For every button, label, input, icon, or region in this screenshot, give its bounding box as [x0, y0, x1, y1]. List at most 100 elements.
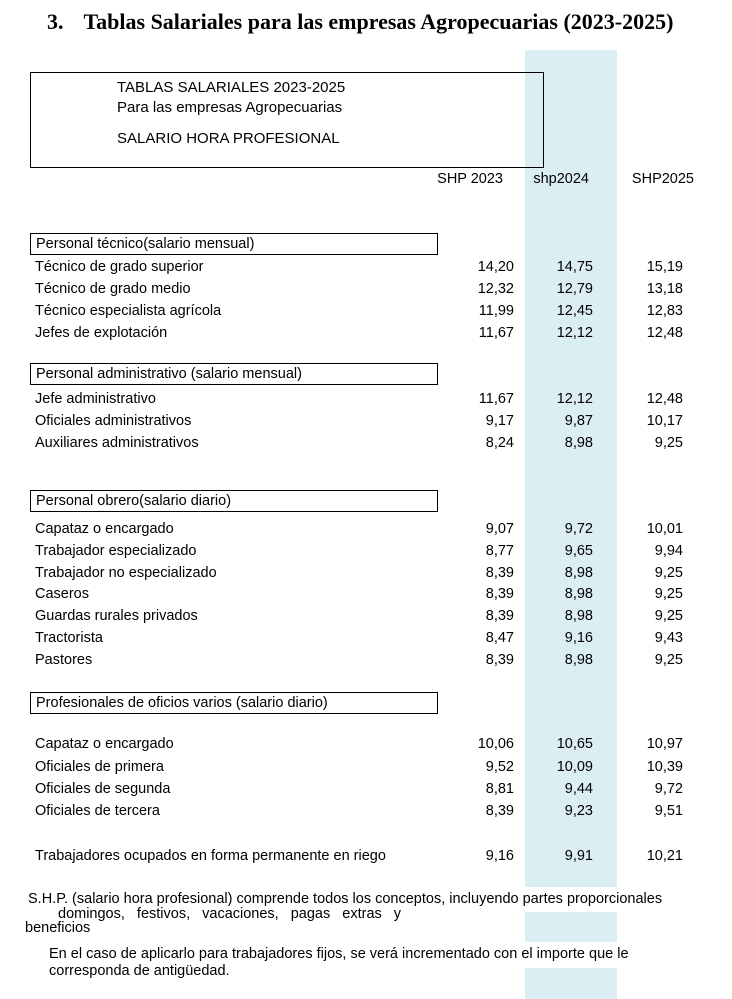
footnote-line2: domingos, festivos, vacaciones, pagas ex…: [58, 906, 402, 922]
row-label: Técnico especialista agrícola: [35, 303, 222, 319]
section-header-box: Personal administrativo (salario mensual…: [30, 363, 438, 385]
table-row: Trabajador no especializado 8,39 8,98 9,…: [0, 564, 732, 582]
table-row: Técnico de grado superior 14,20 14,75 15…: [0, 258, 732, 276]
column-header-shp2025: SHP2025: [631, 171, 694, 187]
value-shp2023: 9,16: [485, 848, 514, 864]
value-shp2023: 9,17: [485, 413, 514, 429]
table-row: Tractorista 8,47 9,16 9,43: [0, 629, 732, 647]
value-shp2024: 8,98: [564, 435, 593, 451]
value-shp2024: 9,44: [564, 781, 593, 797]
value-shp2025: 13,18: [646, 281, 683, 297]
value-shp2024: 9,72: [564, 521, 593, 537]
header-box-line2: Para las empresas Agropecuarias: [117, 99, 343, 116]
table-row: Oficiales de segunda 8,81 9,44 9,72: [0, 780, 732, 798]
column-header-row: SHP 2023 shp2024 SHP2025: [0, 170, 732, 188]
row-label: Trabajador especializado: [35, 543, 197, 559]
row-label: Técnico de grado superior: [35, 259, 204, 275]
value-shp2023: 8,77: [485, 543, 514, 559]
value-shp2025: 10,39: [646, 759, 683, 775]
value-shp2025: 15,19: [646, 259, 683, 275]
table-row: Jefes de explotación 11,67 12,12 12,48: [0, 324, 732, 342]
value-shp2024: 9,23: [564, 803, 593, 819]
row-label: Trabajadores ocupados en forma permanent…: [35, 848, 386, 864]
header-box: TABLAS SALARIALES 2023-2025 Para las emp…: [30, 72, 544, 168]
value-shp2023: 11,99: [478, 303, 514, 319]
value-shp2024: 10,09: [556, 759, 593, 775]
value-shp2023: 9,52: [485, 759, 514, 775]
value-shp2025: 10,97: [646, 736, 683, 752]
value-shp2024: 10,65: [556, 736, 593, 752]
value-shp2024: 8,98: [564, 652, 593, 668]
value-shp2025: 10,17: [646, 413, 683, 429]
value-shp2024: 14,75: [556, 259, 593, 275]
value-shp2025: 9,94: [654, 543, 683, 559]
page-title-text: Tablas Salariales para las empresas Agro…: [83, 9, 674, 34]
footnote-line1: S.H.P. (salario hora profesional) compre…: [0, 887, 732, 912]
table-row: Caseros 8,39 8,98 9,25: [0, 585, 732, 603]
column-header-shp2023: SHP 2023: [437, 171, 503, 187]
table-row: Capataz o encargado 9,07 9,72 10,01: [0, 520, 732, 538]
row-label: Capataz o encargado: [35, 521, 174, 537]
row-label: Auxiliares administrativos: [35, 435, 199, 451]
value-shp2023: 8,47: [485, 630, 514, 646]
header-box-line3: SALARIO HORA PROFESIONAL: [117, 130, 340, 147]
footnote-line5: corresponda de antigüedad.: [49, 963, 230, 979]
value-shp2023: 8,39: [485, 586, 514, 602]
value-shp2024: 12,79: [556, 281, 593, 297]
value-shp2023: 8,24: [485, 435, 514, 451]
value-shp2024: 8,98: [564, 608, 593, 624]
section-title: Personal técnico(salario mensual): [36, 236, 255, 252]
value-shp2024: 12,12: [556, 325, 593, 341]
value-shp2023: 12,32: [477, 281, 514, 297]
value-shp2023: 11,67: [478, 391, 514, 407]
table-row: Trabajador especializado 8,77 9,65 9,94: [0, 542, 732, 560]
value-shp2025: 12,48: [646, 325, 683, 341]
table-row: Técnico especialista agrícola 11,99 12,4…: [0, 302, 732, 320]
row-label: Oficiales de primera: [35, 759, 164, 775]
value-shp2025: 12,48: [646, 391, 683, 407]
header-box-spacer: [117, 118, 543, 129]
value-shp2023: 9,07: [485, 521, 514, 537]
section-header-box: Profesionales de oficios varios (salario…: [30, 692, 438, 714]
value-shp2023: 8,39: [485, 608, 514, 624]
section-header-box: Personal obrero(salario diario): [30, 490, 438, 512]
row-label: Oficiales administrativos: [35, 413, 192, 429]
value-shp2023: 8,81: [485, 781, 514, 797]
value-shp2024: 9,16: [564, 630, 593, 646]
highlight-stripe: [525, 50, 617, 999]
value-shp2023: 8,39: [485, 803, 514, 819]
row-label: Capataz o encargado: [35, 736, 174, 752]
value-shp2025: 9,25: [654, 586, 683, 602]
value-shp2025: 9,25: [654, 608, 683, 624]
table-row-riego: Trabajadores ocupados en forma permanent…: [0, 847, 732, 865]
table-row: Capataz o encargado 10,06 10,65 10,97: [0, 735, 732, 753]
row-label: Caseros: [35, 586, 89, 602]
value-shp2025: 9,25: [654, 652, 683, 668]
row-label: Tractorista: [35, 630, 103, 646]
value-shp2024: 9,91: [564, 848, 593, 864]
table-row: Oficiales de tercera 8,39 9,23 9,51: [0, 802, 732, 820]
value-shp2025: 9,25: [654, 565, 683, 581]
footnote-line4: En el caso de aplicarlo para trabajadore…: [0, 942, 732, 968]
value-shp2025: 9,25: [654, 435, 683, 451]
row-label: Oficiales de segunda: [35, 781, 171, 797]
footnote-line3: beneficios: [25, 920, 91, 936]
value-shp2024: 8,98: [564, 565, 593, 581]
section-title: Personal obrero(salario diario): [36, 493, 232, 509]
page-title-number: 3.: [47, 9, 64, 34]
section-title: Personal administrativo (salario mensual…: [36, 366, 302, 382]
row-label: Trabajador no especializado: [35, 565, 217, 581]
header-box-line1: TABLAS SALARIALES 2023-2025: [117, 79, 346, 96]
table-row: Oficiales administrativos 9,17 9,87 10,1…: [0, 412, 732, 430]
value-shp2025: 9,43: [654, 630, 683, 646]
value-shp2025: 9,51: [654, 803, 683, 819]
value-shp2024: 8,98: [564, 586, 593, 602]
value-shp2023: 8,39: [485, 652, 514, 668]
section-header-box: Personal técnico(salario mensual): [30, 233, 438, 255]
value-shp2023: 10,06: [477, 736, 514, 752]
value-shp2025: 10,21: [646, 848, 683, 864]
row-label: Pastores: [35, 652, 93, 668]
page-title: 3. Tablas Salariales para las empresas Ag…: [47, 8, 727, 36]
value-shp2025: 12,83: [646, 303, 683, 319]
value-shp2024: 9,87: [564, 413, 593, 429]
